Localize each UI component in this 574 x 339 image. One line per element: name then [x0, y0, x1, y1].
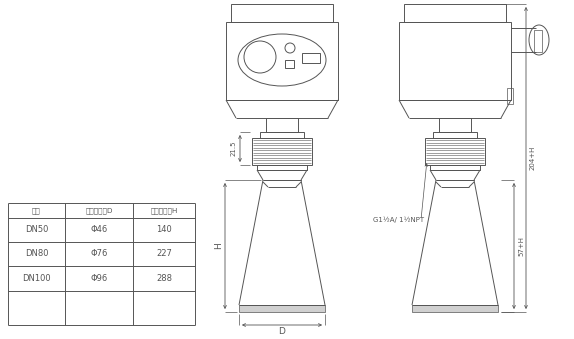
Bar [252, 138, 312, 165]
Bar [226, 22, 338, 100]
Bar [425, 138, 485, 165]
Text: G1½A/ 1½NPT: G1½A/ 1½NPT [373, 217, 424, 223]
Text: Φ46: Φ46 [90, 225, 108, 235]
Bar [433, 132, 477, 138]
Bar [430, 165, 480, 170]
Bar [399, 22, 511, 100]
Text: 288: 288 [156, 274, 172, 283]
Text: 140: 140 [156, 225, 172, 235]
Text: H: H [215, 243, 223, 250]
Bar [285, 60, 294, 68]
Text: DN100: DN100 [22, 274, 51, 283]
Text: 227: 227 [156, 250, 172, 259]
Text: D: D [278, 327, 285, 337]
Text: 喇叭口高度H: 喇叭口高度H [150, 207, 178, 214]
Text: 法兰: 法兰 [32, 207, 41, 214]
Bar [260, 132, 304, 138]
Bar [534, 30, 542, 52]
Text: DN80: DN80 [25, 250, 48, 259]
Text: Φ96: Φ96 [90, 274, 108, 283]
Text: 204+H: 204+H [530, 146, 536, 170]
Bar [302, 53, 320, 63]
Bar [266, 118, 298, 132]
Bar [239, 305, 325, 312]
Bar [404, 4, 506, 22]
Bar [439, 118, 471, 132]
Text: Φ76: Φ76 [90, 250, 108, 259]
Bar [412, 305, 498, 312]
Bar [231, 4, 333, 22]
Text: 21.5: 21.5 [231, 141, 237, 156]
Bar [257, 165, 307, 170]
Bar [507, 88, 513, 104]
Text: 57+H: 57+H [518, 236, 524, 256]
Text: DN50: DN50 [25, 225, 48, 235]
Text: 喇叭口直径D: 喇叭口直径D [86, 207, 113, 214]
